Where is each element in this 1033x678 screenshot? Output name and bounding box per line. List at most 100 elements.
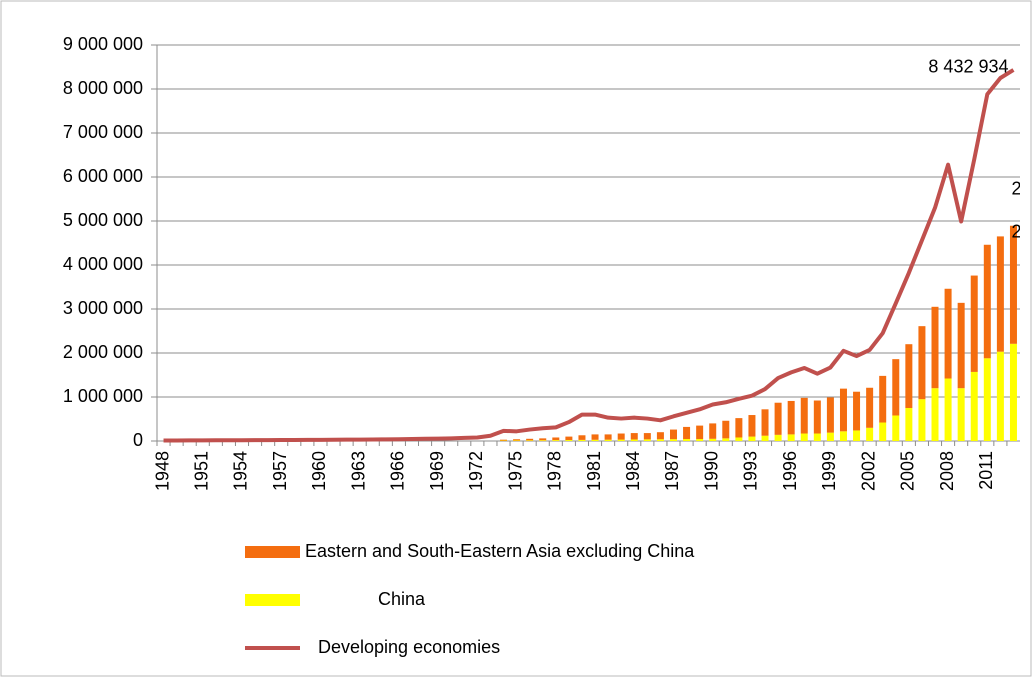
bar-segment: [630, 439, 638, 441]
bar-segment: [905, 344, 913, 408]
bar-segment: [918, 326, 926, 400]
bar-segment: [656, 432, 664, 440]
x-tick-label: 1954: [231, 451, 251, 491]
x-tick-label: 1975: [505, 451, 525, 491]
x-tick-label: 1948: [152, 451, 172, 491]
bar-segment: [826, 397, 834, 433]
legend-swatch: [245, 594, 300, 606]
bar-segment: [643, 439, 651, 441]
x-tick-label: 2002: [858, 451, 878, 491]
bar-segment: [957, 302, 965, 389]
bar-segment: [813, 400, 821, 434]
bar-segment: [539, 440, 547, 441]
plot: 2 683 222 2 209 007 8 432 934: [163, 57, 1033, 443]
bar-segment: [892, 415, 900, 441]
bar-segment: [748, 415, 756, 437]
bar-segment: [748, 436, 756, 441]
x-tick-label: 1969: [427, 451, 447, 491]
bar-segment: [565, 440, 573, 441]
x-tick-label: 1999: [819, 451, 839, 491]
bar-segment: [996, 236, 1004, 352]
bar-segment: [892, 359, 900, 416]
bar-segment: [683, 439, 691, 441]
bar-segment: [604, 434, 612, 440]
y-tick-label: 5 000 000: [63, 210, 143, 230]
bar-segment: [800, 397, 808, 434]
line-series: [163, 68, 1015, 443]
bar-segment: [526, 438, 534, 441]
x-tick-label: 1951: [192, 451, 212, 491]
legend-label: China: [378, 589, 426, 609]
bar-segment: [983, 244, 991, 359]
data-label: 8 432 934: [928, 57, 1008, 77]
bar-segment: [565, 436, 573, 441]
bar-segment: [552, 440, 560, 441]
bar-segment: [996, 351, 1004, 441]
bar-segment: [839, 388, 847, 432]
bar-segment: [813, 433, 821, 441]
bar-segment: [800, 433, 808, 441]
y-tick-label: 0: [133, 430, 143, 450]
data-label: 2 683 222: [1011, 178, 1033, 198]
y-tick-label: 3 000 000: [63, 298, 143, 318]
bar-segment: [944, 378, 952, 441]
x-tick-label: 1987: [662, 451, 682, 491]
bar-segment: [918, 399, 926, 441]
bar-segment: [957, 388, 965, 441]
x-tick-label: 1960: [309, 451, 329, 491]
x-tick-label: 2005: [898, 451, 918, 491]
y-tick-label: 7 000 000: [63, 122, 143, 142]
bar-segment: [774, 402, 782, 435]
bar-segment: [879, 375, 887, 423]
bar-segment: [617, 433, 625, 440]
bar-segment: [513, 440, 521, 441]
bar-segment: [722, 420, 730, 439]
legend-label: Eastern and South-Eastern Asia excluding…: [305, 541, 695, 561]
bar-segment: [552, 437, 560, 441]
bar-segment: [617, 439, 625, 441]
bar-segment: [500, 439, 508, 441]
bar-segment: [709, 423, 717, 439]
y-tick-label: 9 000 000: [63, 34, 143, 54]
bar-segment: [539, 438, 547, 441]
bar-segment: [970, 275, 978, 372]
bar-segment: [1009, 225, 1017, 344]
bar-segment: [839, 431, 847, 441]
bar-segment: [630, 433, 638, 440]
x-tick-label: 1972: [466, 451, 486, 491]
bar-segment: [735, 418, 743, 438]
y-tick-label: 6 000 000: [63, 166, 143, 186]
bar-segment: [787, 434, 795, 441]
bar-segment: [970, 371, 978, 441]
bar-segment: [866, 427, 874, 441]
data-label: 2 209 007: [1011, 221, 1033, 241]
y-tick-label: 1 000 000: [63, 386, 143, 406]
bar-segment: [931, 388, 939, 441]
x-tick-label: 1990: [701, 451, 721, 491]
bar-segment: [526, 440, 534, 441]
bar-segment: [774, 434, 782, 441]
legend-swatch: [245, 546, 300, 558]
legend-label: Developing economies: [318, 637, 500, 657]
y-tick-label: 8 000 000: [63, 78, 143, 98]
x-tick-label: 2008: [937, 451, 957, 491]
bar-segment: [591, 439, 599, 441]
x-tick-label: 1963: [348, 451, 368, 491]
bar-segment: [578, 439, 586, 441]
bar-segment: [643, 433, 651, 440]
bar-segment: [722, 438, 730, 441]
bar-segment: [905, 408, 913, 441]
bar-segment: [983, 358, 991, 441]
bar-segment: [513, 439, 521, 441]
x-tick-label: 1957: [270, 451, 290, 491]
bar-segment: [709, 438, 717, 441]
bar-segment: [1009, 343, 1017, 441]
bar-segment: [787, 400, 795, 435]
x-tick-label: 1981: [584, 451, 604, 491]
x-tick-label: 2011: [976, 451, 996, 490]
x-tick-label: 1978: [545, 451, 565, 491]
x-tick-label: 1993: [741, 451, 761, 491]
bar-segment: [944, 288, 952, 379]
